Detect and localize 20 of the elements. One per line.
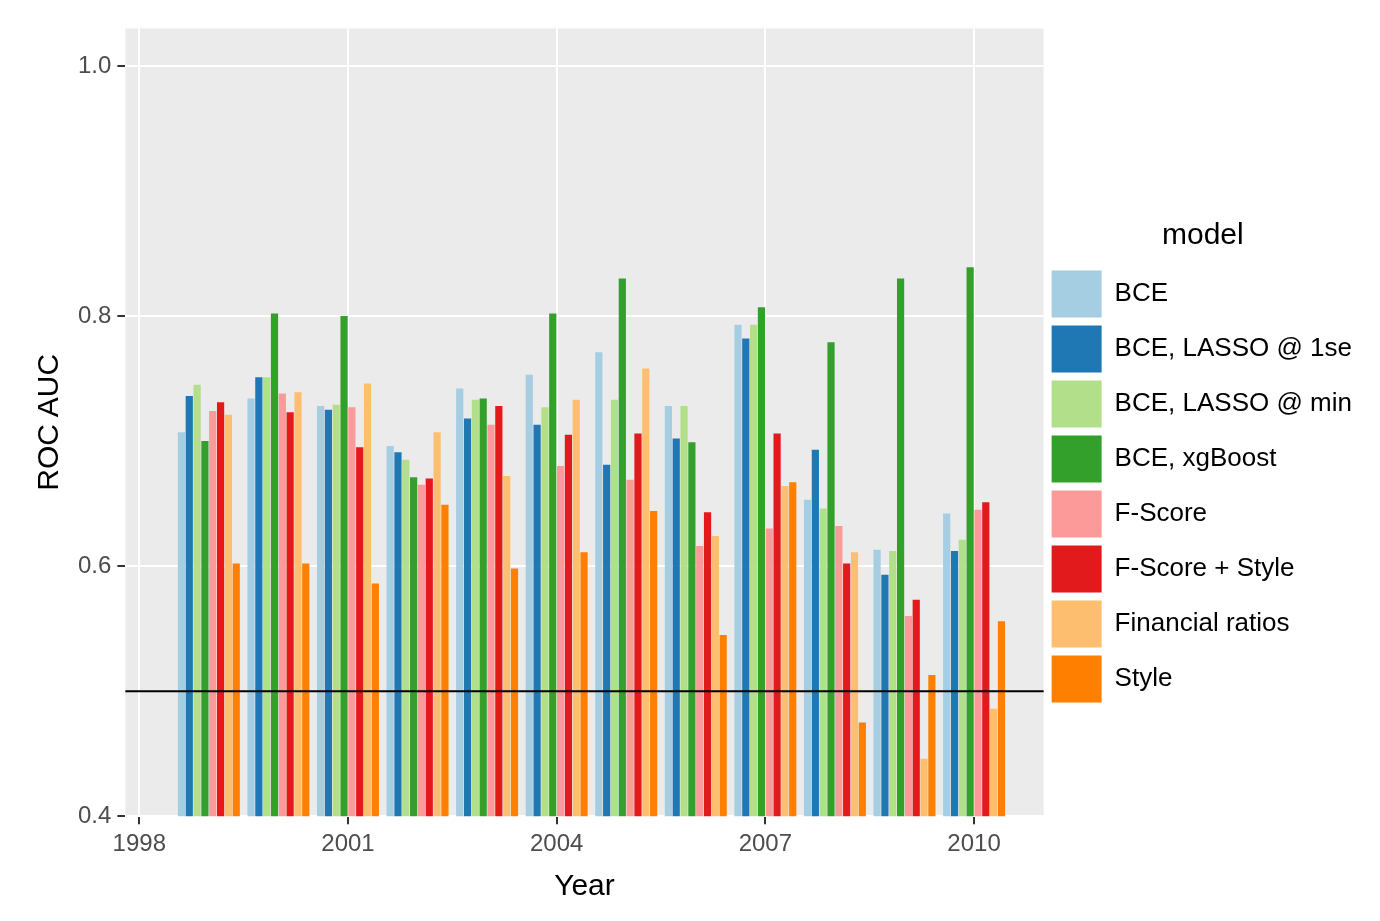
x-tick-label: 2007 [738, 829, 793, 857]
x-tick-label: 2001 [321, 829, 375, 857]
legend-label: BCE, LASSO @ min [1114, 387, 1352, 418]
x-tick-label: 1998 [112, 829, 166, 857]
x-tick-label: 2004 [529, 829, 584, 857]
legend-label: Style [1114, 662, 1173, 693]
legend-label: BCE [1114, 277, 1169, 308]
x-axis-title: Year [554, 868, 615, 902]
y-axis-title: ROC AUC [31, 353, 65, 491]
legend-title: model [1161, 216, 1244, 250]
legend-label: BCE, xgBoost [1114, 442, 1278, 473]
y-tick-label: 0.4 [77, 800, 112, 828]
legend-label: F-Score + Style [1114, 552, 1295, 583]
x-tick-label: 2010 [947, 829, 1001, 857]
y-tick-label: 0.6 [77, 550, 112, 578]
legend-label: BCE, LASSO @ 1se [1114, 332, 1353, 363]
y-tick-label: 0.8 [77, 300, 112, 328]
legend-label: F-Score [1114, 497, 1208, 528]
y-tick-label: 1.0 [77, 50, 112, 78]
legend-label: Financial ratios [1114, 607, 1290, 638]
